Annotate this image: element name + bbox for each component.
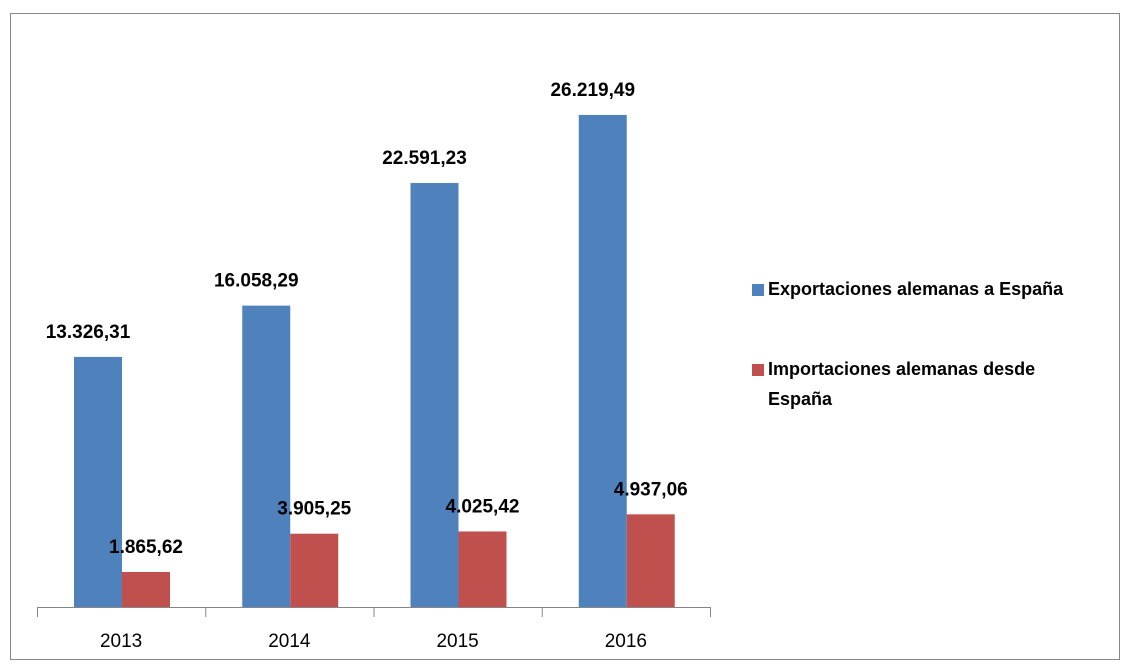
bar: [74, 356, 122, 607]
legend-label: Importaciones alemanas desde España: [768, 359, 1036, 409]
x-tick-label: 2016: [605, 631, 647, 652]
data-label: 1.865,62: [109, 537, 183, 558]
data-label: 13.326,31: [46, 322, 131, 343]
legend-swatch: [752, 284, 764, 296]
bar: [458, 531, 507, 607]
data-label: 3.905,25: [277, 499, 351, 520]
bar: [410, 183, 459, 608]
data-label: 16.058,29: [214, 271, 299, 292]
legend-swatch: [752, 364, 764, 376]
x-tick-label: 2013: [100, 631, 142, 652]
bar: [626, 514, 675, 607]
bar: [122, 571, 170, 607]
bar: [290, 533, 339, 607]
x-tick-label: 2014: [268, 631, 311, 652]
bar: [578, 114, 627, 607]
data-label: 4.937,06: [614, 479, 688, 500]
bar: [242, 305, 291, 607]
data-label: 22.591,23: [382, 148, 467, 169]
data-label: 26.219,49: [550, 80, 635, 101]
chart-border: [10, 13, 1120, 660]
legend-label: Exportaciones alemanas a España: [768, 279, 1064, 299]
data-label: 4.025,42: [446, 496, 520, 517]
x-tick-label: 2015: [436, 631, 478, 652]
